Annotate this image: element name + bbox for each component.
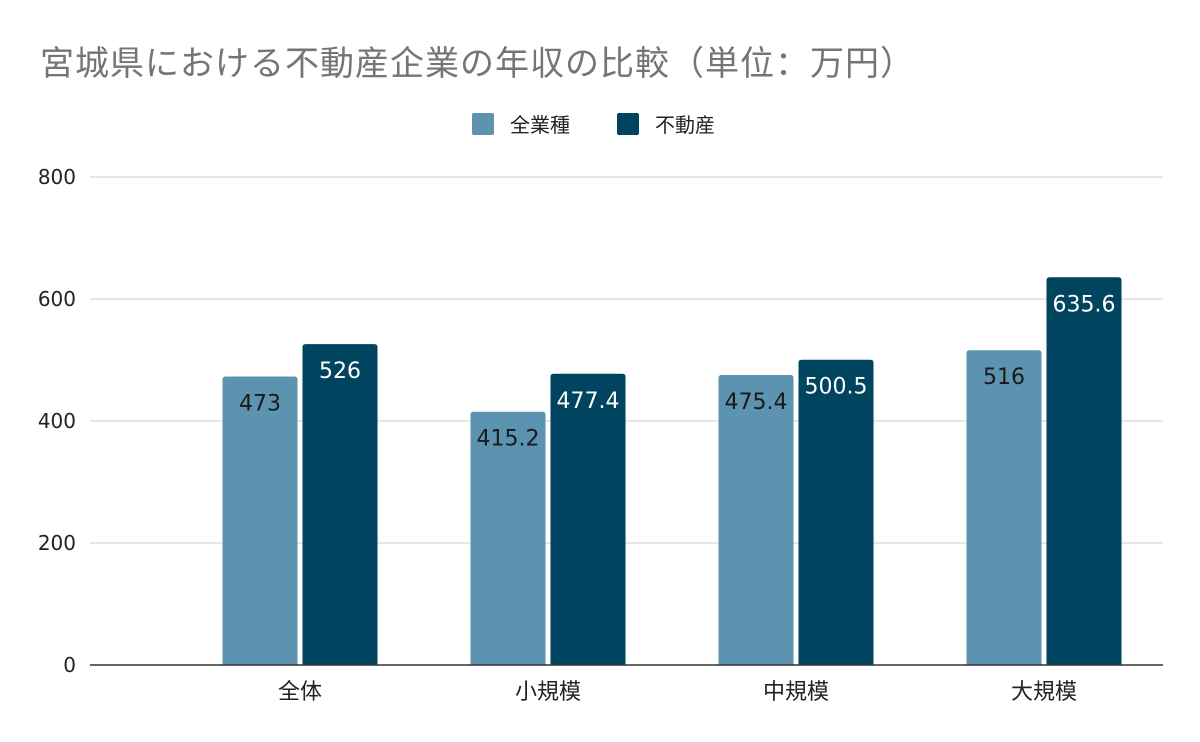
bar	[1046, 277, 1122, 665]
bar	[718, 375, 794, 665]
legend-label: 不動産	[655, 113, 715, 137]
bar	[222, 376, 298, 665]
chart-title: 宮城県における不動産企業の年収の比較（単位：万円）	[40, 44, 915, 84]
legend: 全業種 不動産	[472, 113, 715, 137]
axes: 0 200 400 600 800 全体 小規模 中規模 大規模	[38, 165, 1163, 705]
data-label: 526	[319, 359, 361, 384]
bar	[966, 350, 1042, 665]
bars	[222, 277, 1122, 665]
y-tick-label: 800	[38, 165, 76, 189]
data-label: 635.6	[1053, 292, 1116, 317]
legend-label: 全業種	[510, 113, 570, 137]
data-label: 475.4	[725, 390, 788, 415]
bar	[302, 344, 378, 665]
data-label: 477.4	[557, 389, 620, 414]
data-label: 473	[239, 391, 281, 416]
data-label: 500.5	[805, 375, 868, 400]
y-tick-label: 200	[38, 531, 76, 555]
y-tick-label: 600	[38, 287, 76, 311]
x-category-label: 中規模	[763, 680, 829, 705]
x-category-label: 全体	[278, 680, 322, 705]
x-category-label: 小規模	[515, 680, 581, 705]
bar	[550, 373, 626, 665]
legend-swatch	[472, 113, 494, 135]
data-labels: 473 526 415.2 477.4 475.4 500.5 516 635.6	[239, 292, 1115, 451]
data-label: 516	[983, 365, 1025, 390]
bar	[470, 411, 546, 665]
y-tick-label: 400	[38, 409, 76, 433]
y-tick-label: 0	[63, 653, 76, 677]
data-label: 415.2	[477, 427, 540, 452]
bar	[798, 359, 874, 665]
x-category-label: 大規模	[1011, 680, 1077, 705]
legend-swatch	[617, 113, 639, 135]
